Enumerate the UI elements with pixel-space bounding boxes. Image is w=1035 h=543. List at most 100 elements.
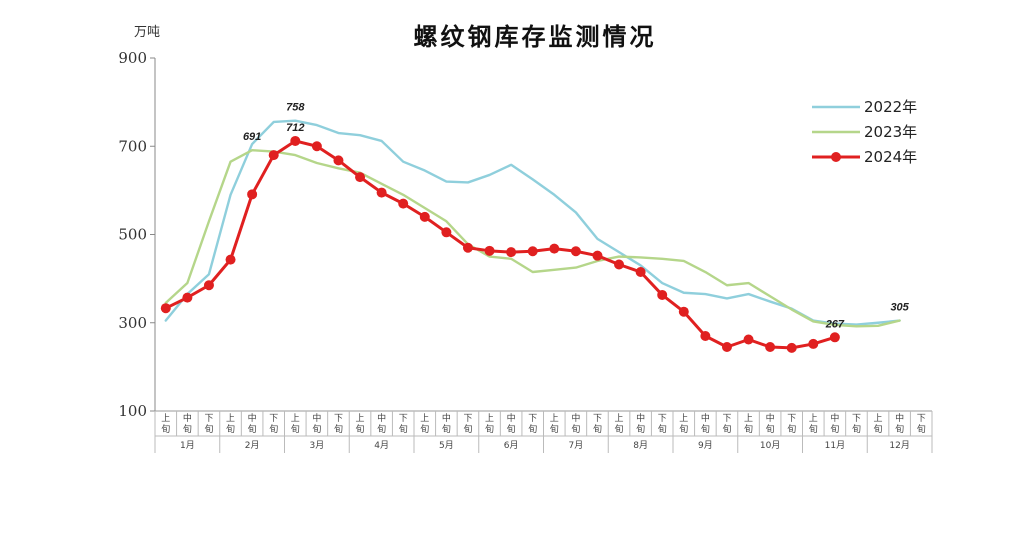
y-tick-label: 500 — [118, 226, 147, 244]
x-tick-label: 上 — [615, 413, 624, 424]
data-label: 305 — [890, 302, 909, 314]
x-tick-label: 旬 — [571, 423, 580, 435]
data-point — [657, 289, 668, 300]
data-point — [808, 338, 819, 349]
x-tick-label: 下 — [269, 414, 278, 424]
x-tick-label: 中 — [183, 412, 192, 424]
x-tick-label: 旬 — [722, 423, 731, 435]
x-tick-label: 中 — [571, 412, 580, 424]
x-month-label: 1月 — [180, 440, 195, 451]
data-point — [247, 189, 258, 200]
legend-label: 2023年 — [864, 123, 917, 141]
x-tick-label: 中 — [312, 412, 321, 424]
data-point — [333, 155, 344, 166]
data-point — [462, 242, 473, 253]
x-tick-label: 上 — [550, 413, 559, 424]
x-tick-label: 旬 — [507, 423, 516, 435]
x-tick-label: 旬 — [334, 423, 343, 435]
x-tick-label: 旬 — [679, 423, 688, 435]
data-label: 712 — [286, 122, 304, 134]
x-tick-label: 上 — [874, 413, 883, 424]
x-tick-label: 旬 — [895, 423, 904, 435]
x-month-label: 8月 — [633, 440, 648, 451]
x-tick-label: 上 — [161, 413, 170, 424]
x-tick-label: 下 — [204, 414, 213, 424]
x-tick-label: 上 — [420, 413, 429, 424]
data-point — [614, 259, 625, 270]
x-tick-label: 旬 — [636, 423, 645, 435]
x-month-label: 4月 — [374, 440, 389, 451]
x-tick-label: 旬 — [809, 423, 818, 435]
x-tick-label: 下 — [593, 414, 602, 424]
x-tick-label: 上 — [226, 413, 235, 424]
data-point — [376, 187, 387, 198]
x-month-label: 9月 — [698, 440, 713, 451]
x-tick-label: 旬 — [377, 423, 386, 435]
x-month-label: 10月 — [760, 440, 780, 451]
x-tick-label: 中 — [895, 412, 904, 424]
x-month-label: 3月 — [310, 440, 325, 451]
data-point — [311, 141, 322, 152]
axes: 100300500700900上旬中旬下旬上旬中旬下旬上旬中旬下旬上旬中旬下旬上… — [118, 49, 933, 453]
data-point — [225, 254, 236, 265]
x-tick-label: 中 — [377, 412, 386, 424]
data-point — [635, 267, 646, 278]
x-tick-label: 旬 — [787, 423, 796, 435]
x-tick-label: 下 — [852, 414, 861, 424]
x-tick-label: 旬 — [852, 423, 861, 435]
x-month-label: 6月 — [504, 440, 519, 451]
data-label: 691 — [243, 131, 261, 143]
x-tick-label: 中 — [248, 412, 257, 424]
x-month-label: 11月 — [825, 440, 845, 451]
x-tick-label: 下 — [787, 414, 796, 424]
x-tick-label: 上 — [679, 413, 688, 424]
x-tick-label: 旬 — [615, 423, 624, 435]
x-tick-label: 旬 — [830, 423, 839, 435]
x-tick-label: 下 — [528, 414, 537, 424]
x-month-label: 7月 — [569, 440, 584, 451]
x-tick-label: 下 — [334, 414, 343, 424]
x-month-label: 2月 — [245, 440, 260, 451]
x-tick-label: 上 — [809, 413, 818, 424]
x-tick-label: 旬 — [291, 423, 300, 435]
series-layer — [160, 119, 901, 353]
data-point — [355, 172, 366, 183]
y-tick-label: 700 — [118, 137, 147, 155]
x-tick-label: 旬 — [766, 423, 775, 435]
x-tick-label: 中 — [636, 412, 645, 424]
x-tick-label: 下 — [722, 414, 731, 424]
x-tick-label: 旬 — [269, 423, 278, 435]
data-point — [549, 243, 560, 254]
data-point — [290, 135, 301, 146]
x-tick-label: 旬 — [550, 423, 559, 435]
x-tick-label: 旬 — [226, 423, 235, 435]
data-point — [268, 150, 279, 161]
series-line — [164, 149, 901, 328]
x-tick-label: 下 — [463, 414, 472, 424]
x-month-label: 12月 — [889, 440, 909, 451]
legend-marker — [831, 152, 841, 162]
x-tick-label: 下 — [917, 414, 926, 424]
series-line — [164, 139, 837, 350]
x-tick-label: 旬 — [485, 423, 494, 435]
legend-label: 2024年 — [864, 148, 917, 166]
data-point — [786, 342, 797, 353]
data-point — [592, 250, 603, 261]
x-tick-label: 旬 — [442, 423, 451, 435]
x-tick-label: 旬 — [248, 423, 257, 435]
x-tick-label: 旬 — [917, 423, 926, 435]
data-point — [700, 330, 711, 341]
x-tick-label: 旬 — [399, 423, 408, 435]
data-point — [398, 198, 409, 209]
y-tick-label: 900 — [118, 49, 147, 67]
chart-title: 螺纹钢库存监测情况 — [414, 23, 657, 51]
annotation-layer: 691 758 712 267 305 — [243, 102, 910, 331]
x-tick-label: 上 — [744, 413, 753, 424]
data-point — [160, 303, 171, 314]
x-tick-label: 下 — [658, 414, 667, 424]
data-point — [765, 342, 776, 353]
x-tick-label: 中 — [766, 412, 775, 424]
data-point — [419, 211, 430, 222]
data-point — [484, 245, 495, 256]
